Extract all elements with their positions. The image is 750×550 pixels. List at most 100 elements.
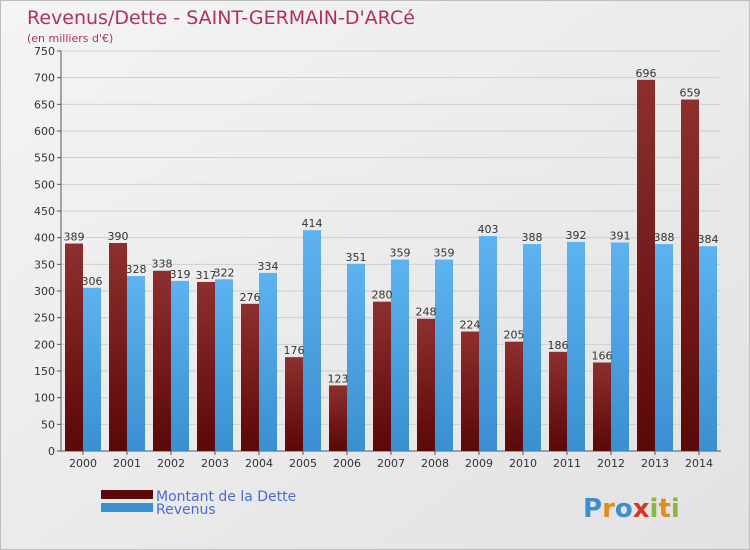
y-tick-label-400: 400 <box>34 232 55 245</box>
x-tick-label-2013: 2013 <box>641 457 669 470</box>
logo-letter-r: r <box>602 494 615 524</box>
dette-bar-2013 <box>637 79 655 452</box>
dette-label-2004: 276 <box>240 291 261 304</box>
bars <box>65 79 717 452</box>
y-tick-label-150: 150 <box>34 365 55 378</box>
revenus-label-2002: 319 <box>170 268 191 281</box>
y-tick-label-500: 500 <box>34 178 55 191</box>
dette-bar-2000 <box>65 243 83 451</box>
dette-label-2011: 186 <box>548 339 569 352</box>
dette-bar-2005 <box>285 357 303 451</box>
x-tick-label-2001: 2001 <box>113 457 141 470</box>
chart-subtitle: (en milliers d'€) <box>27 32 113 45</box>
dette-bar-2009 <box>461 331 479 451</box>
dette-label-2009: 224 <box>460 319 481 332</box>
x-tick-label-2005: 2005 <box>289 457 317 470</box>
revenus-label-2000: 306 <box>82 275 103 288</box>
y-tick-label-550: 550 <box>34 152 55 165</box>
dette-label-2002: 338 <box>152 258 173 271</box>
x-axis-tick-labels: 2000 2001 2002 2003 2004 2005 2006 2007 2008 2009… <box>69 457 713 470</box>
revenus-bar-2014 <box>699 246 717 451</box>
revenus-label-2010: 388 <box>522 231 543 244</box>
dette-bar-2011 <box>549 351 567 451</box>
logo-letter-t: t <box>658 494 670 524</box>
dette-label-2010: 205 <box>504 329 525 342</box>
revenus-bar-2003 <box>215 279 233 451</box>
y-tick-label-200: 200 <box>34 338 55 351</box>
revenus-bar-2008 <box>435 259 453 451</box>
x-tick-label-2009: 2009 <box>465 457 493 470</box>
x-tick-label-2002: 2002 <box>157 457 185 470</box>
y-tick-label-450: 450 <box>34 205 55 218</box>
revenus-label-2006: 351 <box>346 251 367 264</box>
dette-label-2006: 123 <box>328 372 349 385</box>
chart-title: Revenus/Dette - SAINT-GERMAIN-D'ARCé <box>27 7 415 29</box>
dette-label-2014: 659 <box>680 87 701 100</box>
y-tick-label-300: 300 <box>34 285 55 298</box>
x-tick-label-2010: 2010 <box>509 457 537 470</box>
revenus-label-2004: 334 <box>258 260 279 273</box>
x-tick-label-2007: 2007 <box>377 457 405 470</box>
x-tick-label-2014: 2014 <box>685 457 713 470</box>
revenus-bar-2004 <box>259 272 277 451</box>
revenus-label-2011: 392 <box>566 229 587 242</box>
y-tick-label-50: 50 <box>41 418 55 431</box>
revenus-bar-2005 <box>303 230 321 451</box>
dette-bar-2008 <box>417 318 435 451</box>
dette-bar-2001 <box>109 243 127 451</box>
y-tick-label-100: 100 <box>34 392 55 405</box>
dette-bar-2004 <box>241 303 259 451</box>
y-tick-label-350: 350 <box>34 258 55 271</box>
dette-bar-2010 <box>505 341 523 451</box>
x-tick-label-2004: 2004 <box>245 457 273 470</box>
x-tick-label-2003: 2003 <box>201 457 229 470</box>
proxiti-logo: Proxiti <box>583 494 680 524</box>
y-tick-label-750: 750 <box>34 45 55 58</box>
revenus-label-2008: 359 <box>434 247 455 260</box>
logo-letter-p: P <box>583 494 602 524</box>
legend-label-revenus: Revenus <box>156 502 216 518</box>
dette-label-2005: 176 <box>284 344 305 357</box>
dette-label-2013: 696 <box>636 67 657 80</box>
y-tick-label-250: 250 <box>34 312 55 325</box>
revenus-bar-2011 <box>567 241 585 451</box>
x-tick-label-2011: 2011 <box>553 457 581 470</box>
x-tick-label-2012: 2012 <box>597 457 625 470</box>
dette-label-2007: 280 <box>372 289 393 302</box>
revenus-label-2005: 414 <box>302 217 323 230</box>
revenus-label-2003: 322 <box>214 266 235 279</box>
dette-bar-2002 <box>153 270 171 451</box>
legend: Montant de la Dette Revenus <box>101 489 296 518</box>
revenus-bar-2013 <box>655 244 673 451</box>
revenus-bar-2002 <box>171 280 189 451</box>
legend-swatch-revenus <box>101 503 153 512</box>
revenus-label-2001: 328 <box>126 263 147 276</box>
x-tick-label-2008: 2008 <box>421 457 449 470</box>
dette-label-2000: 389 <box>64 231 85 244</box>
dette-label-2012: 166 <box>592 349 613 362</box>
dette-bar-2014 <box>681 99 699 452</box>
y-tick-label-600: 600 <box>34 125 55 138</box>
dette-bar-2007 <box>373 301 391 451</box>
revenus-bar-2010 <box>523 244 541 451</box>
logo-letter-i2: i <box>671 494 680 524</box>
dette-label-2001: 390 <box>108 230 129 243</box>
logo-letter-o: o <box>615 494 633 524</box>
y-axis-tick-labels: 0 50 100 150 200 250 300 350 400 450 500 550 600 650 7… <box>34 45 55 458</box>
dette-bar-2006 <box>329 385 347 451</box>
y-tick-label-0: 0 <box>48 445 55 458</box>
legend-item-revenus: Revenus <box>101 502 216 518</box>
dette-label-2003: 317 <box>196 269 217 282</box>
revenus-bar-2001 <box>127 276 145 451</box>
x-tick-label-2000: 2000 <box>69 457 97 470</box>
dette-bar-2003 <box>197 281 215 451</box>
revenus-bar-2006 <box>347 263 365 451</box>
revenus-bar-2007 <box>391 259 409 451</box>
dette-label-2008: 248 <box>416 306 437 319</box>
revenus-bar-2009 <box>479 236 497 451</box>
logo-letter-x: x <box>633 494 650 524</box>
x-tick-label-2006: 2006 <box>333 457 361 470</box>
revenus-bar-2012 <box>611 242 629 451</box>
